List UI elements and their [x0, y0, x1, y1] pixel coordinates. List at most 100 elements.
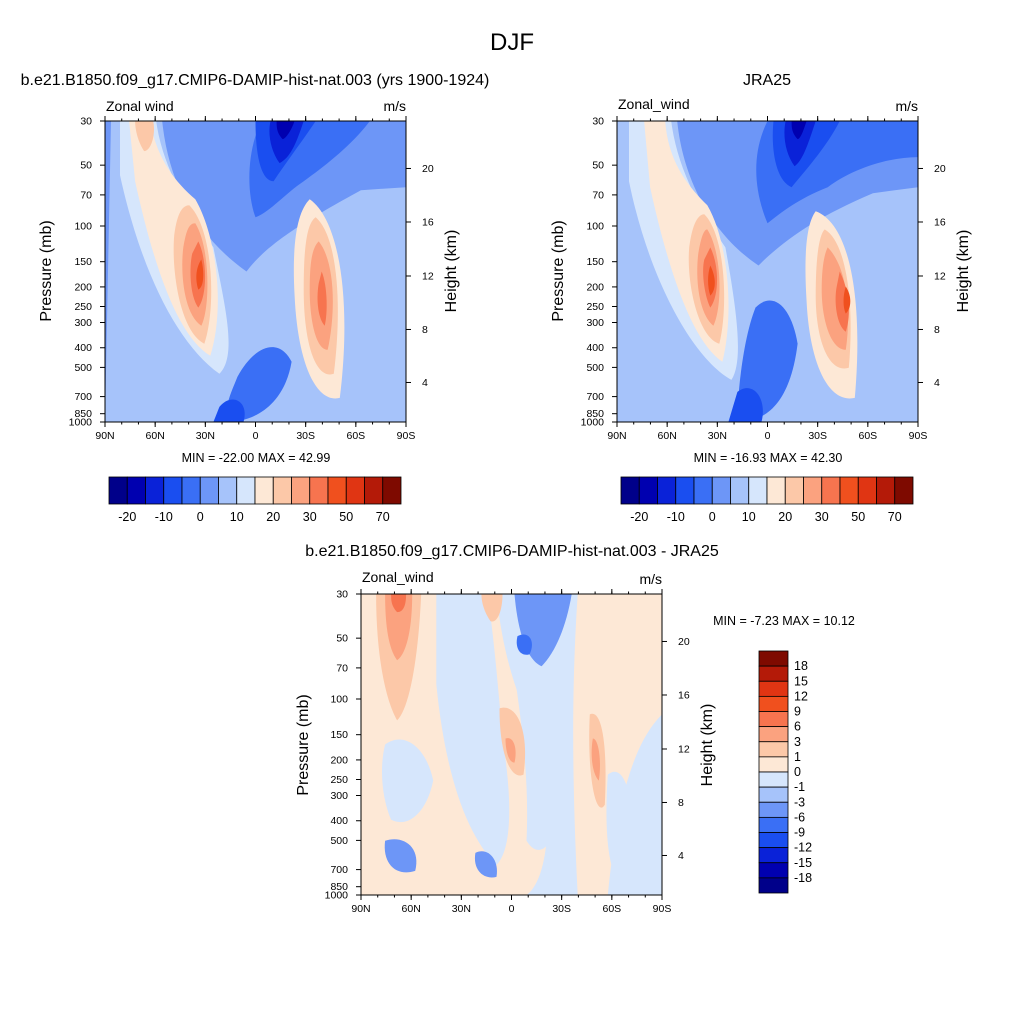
- panel-obs-colorbar-box: [711, 476, 731, 505]
- panel-obs-ylabel: Pressure (mb): [550, 220, 567, 321]
- panel-diff-colorbar-box: [758, 650, 789, 667]
- panel-model-xtick-label: 30S: [296, 430, 315, 442]
- panel-diff: b.e21.B1850.f09_g17.CMIP6-DAMIP-hist-nat…: [295, 543, 855, 915]
- panel-model-subtitle-right: m/s: [383, 98, 406, 114]
- panel-obs-colorbar-box: [693, 476, 713, 505]
- panel-obs-ytick-label: 700: [586, 391, 604, 403]
- panel-model-xtick-label: 90S: [397, 430, 416, 442]
- panel-obs-contour-10: [835, 271, 849, 332]
- panel-obs-xtick-label: 30S: [808, 430, 827, 442]
- panel-model-y2tick-label: 12: [422, 270, 434, 282]
- panel-diff-contour-15: [505, 738, 516, 763]
- panel-diff-colorbar-box: [758, 695, 789, 712]
- panel-obs-colorbar-label: -20: [630, 510, 648, 524]
- panel-diff-colorbar-label: -9: [794, 826, 805, 840]
- panel-diff-colorbar-label: -3: [794, 795, 805, 809]
- panel-model-ytick-label: 850: [74, 408, 92, 420]
- panel-diff-xtick-label: 60S: [602, 903, 621, 915]
- panel-diff-colorbar-label: -6: [794, 810, 805, 824]
- panel-obs-contour-15: [791, 121, 807, 140]
- panel-diff-ytick-label: 400: [330, 815, 348, 827]
- panel-diff-colorbar-box: [758, 680, 789, 697]
- panel-diff-xtick-label: 30S: [552, 903, 571, 915]
- panel-diff-ytick-label: 250: [330, 774, 348, 786]
- panel-diff-colorbar-label: 6: [794, 720, 801, 734]
- panel-obs-colorbar-box: [730, 476, 750, 505]
- panel-obs-ytick-label: 30: [592, 116, 604, 128]
- panel-diff-colorbar-label: 1: [794, 750, 801, 764]
- panel-obs-ytick-label: 500: [586, 362, 604, 374]
- panel-diff-subtitle-right: m/s: [639, 571, 662, 587]
- panel-diff-xtick-label: 60N: [402, 903, 421, 915]
- panel-model-contour-17: [213, 399, 245, 422]
- panel-obs-y2label: Height (km): [955, 230, 972, 313]
- panel-model-title: b.e21.B1850.f09_g17.CMIP6-DAMIP-hist-nat…: [21, 72, 490, 89]
- panel-model-contour-6: [196, 259, 204, 290]
- panel-diff-ytick-label: 700: [330, 864, 348, 876]
- panel-obs-ytick-label: 850: [586, 408, 604, 420]
- panel-obs-ytick-label: 100: [586, 220, 604, 232]
- panel-obs-colorbar-label: -10: [667, 510, 685, 524]
- panel-diff-colorbar-box: [758, 771, 789, 788]
- panel-obs-xtick-label: 60N: [658, 430, 677, 442]
- panel-model-colorbar-box: [163, 476, 183, 505]
- panel-model-colorbar-box: [254, 476, 274, 505]
- panel-obs-colorbar-box: [657, 476, 677, 505]
- panel-diff-contour-9: [606, 771, 634, 884]
- panel-obs-axes: 90N 60N 30N 0 30S 60S 90S 30 50 70 100 150 200 250 300…: [581, 116, 946, 443]
- panel-obs-colorbar-label: 0: [709, 510, 716, 524]
- panel-model-colorbar-box: [126, 476, 146, 505]
- panel-obs-ytick-label: 200: [586, 281, 604, 293]
- panel-model-ytick-label: 150: [74, 256, 92, 268]
- panel-diff-colorbar-label: 12: [794, 689, 808, 703]
- panel-obs-colorbar-label: 50: [851, 510, 865, 524]
- panel-model-ytick-label: 70: [80, 189, 92, 201]
- panel-diff-xtick-label: 90S: [653, 903, 672, 915]
- panel-obs-colorbar-box: [675, 476, 695, 505]
- panel-obs-ytick-label: 50: [592, 160, 604, 172]
- panel-diff-ytick-label: 850: [330, 881, 348, 893]
- panel-diff-colorbar-box: [758, 741, 789, 758]
- panel-diff-contour-11: [385, 594, 413, 661]
- panel-model-colorbar-label: -10: [155, 510, 173, 524]
- panel-diff-y2tick-label: 4: [678, 850, 684, 862]
- panel-model-colorbar-label: 70: [376, 510, 390, 524]
- panel-obs-colorbar-box: [784, 476, 804, 505]
- panel-diff-subtitle-left: Zonal_wind: [362, 569, 434, 585]
- panel-diff-contour-3: [381, 739, 434, 823]
- panel-obs-xtick-label: 60S: [858, 430, 877, 442]
- panel-diff-contour-1: [573, 594, 662, 895]
- panel-obs-y2tick-label: 16: [934, 216, 946, 228]
- panel-obs-contour-11: [843, 286, 851, 314]
- panel-obs-ytick-label: 300: [586, 317, 604, 329]
- panel-obs-colorbar-label: 20: [778, 510, 792, 524]
- panel-obs-colorbar: -20 -10 0 10 20 30 50 70: [620, 476, 914, 524]
- panel-obs-xtick-label: 0: [765, 430, 771, 442]
- panel-model-colorbar-label: 0: [197, 510, 204, 524]
- figure-title: DJF: [490, 29, 534, 56]
- panel-model-contour-15: [276, 121, 295, 140]
- panel-model-y2tick-label: 4: [422, 377, 428, 389]
- panel-diff-ytick-label: 30: [336, 589, 348, 601]
- panel-obs: JRA25 Zonal_wind m/s 90N 60N 30N 0 30S 60S 90S…: [550, 72, 972, 524]
- panel-diff-contour-7: [384, 839, 417, 873]
- panel-obs-colorbar-box: [839, 476, 859, 505]
- panel-obs-ytick-label: 150: [586, 256, 604, 268]
- panel-model-axes: 90N 60N 30N 0 30S 60S 90S 30 50 70 100 150 200 250 300…: [69, 116, 434, 443]
- panel-obs-xtick-label: 30N: [708, 430, 727, 442]
- panel-model-ytick-label: 1000: [69, 417, 93, 429]
- panel-diff-colorbar-label: -15: [794, 856, 812, 870]
- panel-diff-ytick-label: 500: [330, 835, 348, 847]
- panel-diff-xtick-label: 0: [509, 903, 515, 915]
- panel-diff-colorbar-label: 15: [794, 674, 808, 688]
- panel-obs-ytick-label: 250: [586, 301, 604, 313]
- panel-model-colorbar-box: [309, 476, 329, 505]
- panel-model-colorbar-label: -20: [118, 510, 136, 524]
- panel-diff-y2tick-label: 12: [678, 743, 690, 755]
- panel-obs-colorbar-box: [748, 476, 768, 505]
- panel-diff-field: [361, 594, 662, 895]
- panel-obs-y2tick-label: 4: [934, 377, 940, 389]
- panel-diff-y2label: Height (km): [699, 704, 716, 787]
- panel-obs-colorbar-box: [894, 476, 914, 505]
